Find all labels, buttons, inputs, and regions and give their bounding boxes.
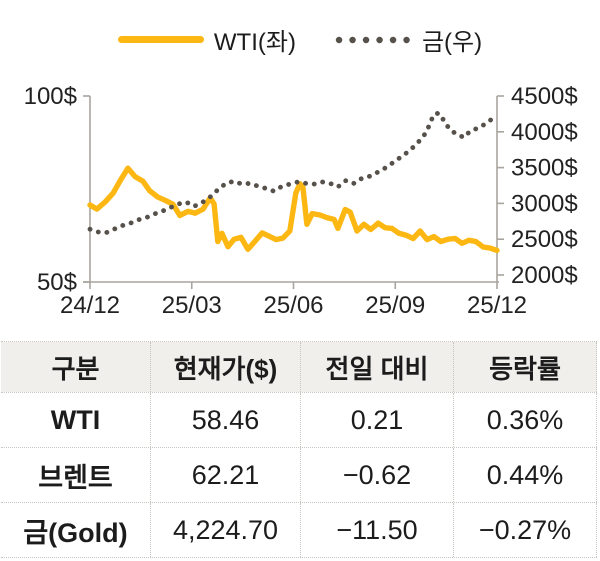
row-name: 금(Gold) [23,517,128,548]
price-line-chart: 100$ 50$ 4500$ 4000$ 3500$ 3000$ 2500$ 2000$ 24/… [24,83,578,319]
x-axis-tick-label: 25/12 [467,292,527,319]
row-name: 브렌트 [38,462,113,493]
rate-value: −0.27% [453,503,597,557]
table-row-wti: WTI 58.46 0.21 0.36% [1,392,597,447]
table-row-brent: 브렌트 62.21 −0.62 0.44% [1,447,597,502]
x-axis-tick-label: 25/06 [263,292,323,319]
x-axis-tick-label: 24/12 [60,292,120,319]
gold-dots-swatch [335,36,411,43]
right-axis-tick-label: 3000$ [511,190,578,217]
col-header-rate: 등락률 [453,342,597,392]
rate-value: 0.44% [453,448,597,502]
wti-line-swatch [117,36,204,43]
right-axis-tick-label: 4000$ [511,119,578,146]
right-axis-tick-label: 4500$ [511,83,578,110]
change-value: −11.50 [300,503,453,557]
legend-item-gold: 금(우) [334,22,482,57]
gold-series-dotted-line [87,110,500,236]
legend-label-wti: WTI(좌) [213,29,296,56]
price-value: 58.46 [150,393,300,447]
col-header-change: 전일 대비 [300,342,453,392]
change-value: 0.21 [300,393,453,447]
left-axis-tick-label: 50$ [37,269,77,296]
table-header-row: 구분 현재가($) 전일 대비 등락률 [1,342,597,392]
price-table: 구분 현재가($) 전일 대비 등락률 WTI 58.46 0.21 0.36%… [1,341,597,558]
table-row-gold: 금(Gold) 4,224.70 −11.50 −0.27% [1,502,597,557]
price-value: 62.21 [150,448,300,502]
rate-value: 0.36% [453,393,597,447]
right-axis-tick-label: 2500$ [511,226,578,253]
legend-label-gold: 금(우) [421,29,483,56]
row-name: WTI [50,404,101,435]
col-header-price: 현재가($) [150,342,300,392]
x-axis-tick-label: 25/03 [162,292,222,319]
right-axis-tick-label: 2000$ [511,262,578,289]
wti-series-line [87,165,500,254]
chart-legend: WTI(좌) 금(우) [0,22,600,57]
right-axis-tick-label: 3500$ [511,155,578,182]
left-axis-tick-label: 100$ [24,83,77,110]
legend-item-wti: WTI(좌) [117,22,296,57]
x-axis-tick-label: 25/09 [365,292,425,319]
change-value: −0.62 [300,448,453,502]
price-value: 4,224.70 [150,503,300,557]
col-header-category: 구분 [1,342,150,392]
